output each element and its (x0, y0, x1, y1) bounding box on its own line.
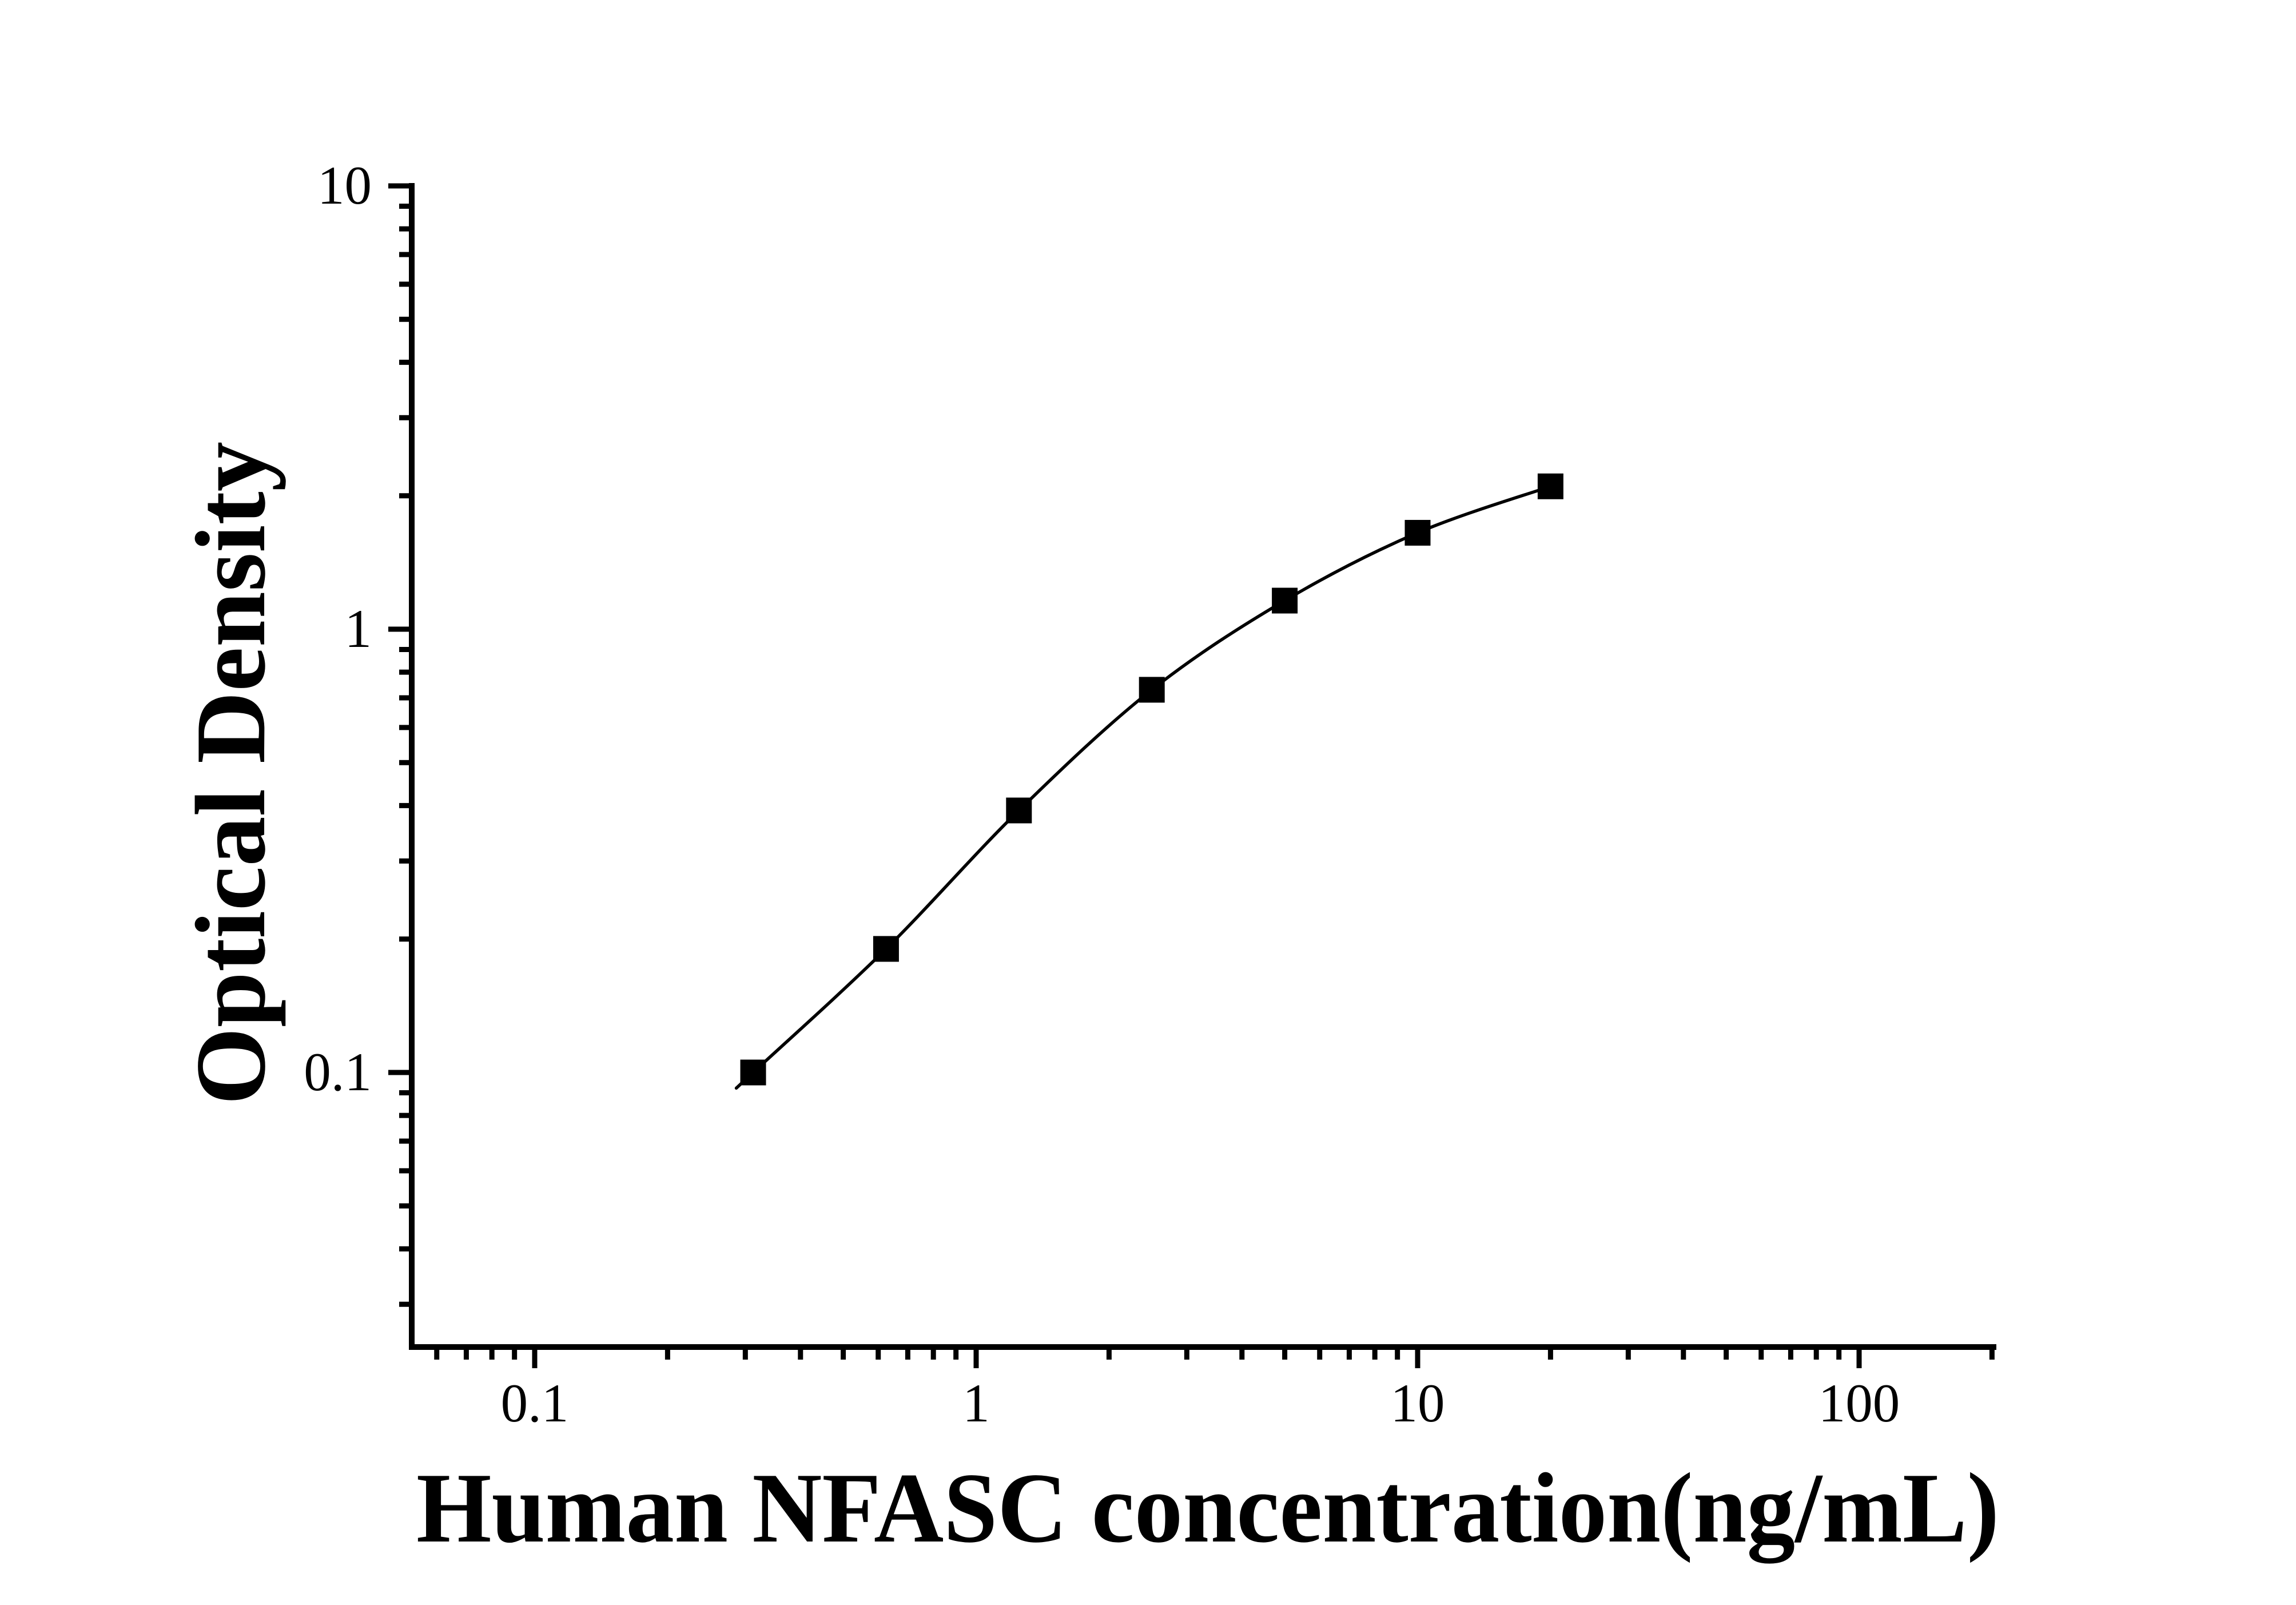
data-point-marker (1272, 587, 1298, 614)
data-point-marker (1404, 519, 1431, 546)
y-tick-label: 0.1 (304, 1042, 372, 1102)
data-point-marker (1139, 677, 1165, 703)
x-axis-title: Human NFASC concentration(ng/mL) (416, 1452, 1999, 1564)
standard-curve-line (734, 484, 1551, 1090)
data-point-marker (1006, 797, 1032, 824)
data-point-marker (740, 1059, 766, 1086)
y-tick-label: 10 (317, 155, 372, 216)
y-tick-label: 1 (345, 598, 372, 659)
x-tick-label: 10 (1391, 1373, 1445, 1433)
x-tick-label: 1 (962, 1373, 990, 1433)
data-point-marker (873, 936, 899, 962)
data-point-marker (1537, 473, 1563, 499)
standard-curve-series (734, 473, 1563, 1090)
y-axis-title: Optical Density (175, 442, 286, 1105)
x-tick-label: 0.1 (501, 1373, 569, 1433)
axis-ticks (388, 183, 1995, 1368)
axis-spines (409, 183, 1996, 1350)
x-tick-label: 100 (1819, 1373, 1900, 1433)
axis-tick-labels: 10 1 0.1 0.1 1 10 100 (304, 155, 1900, 1433)
